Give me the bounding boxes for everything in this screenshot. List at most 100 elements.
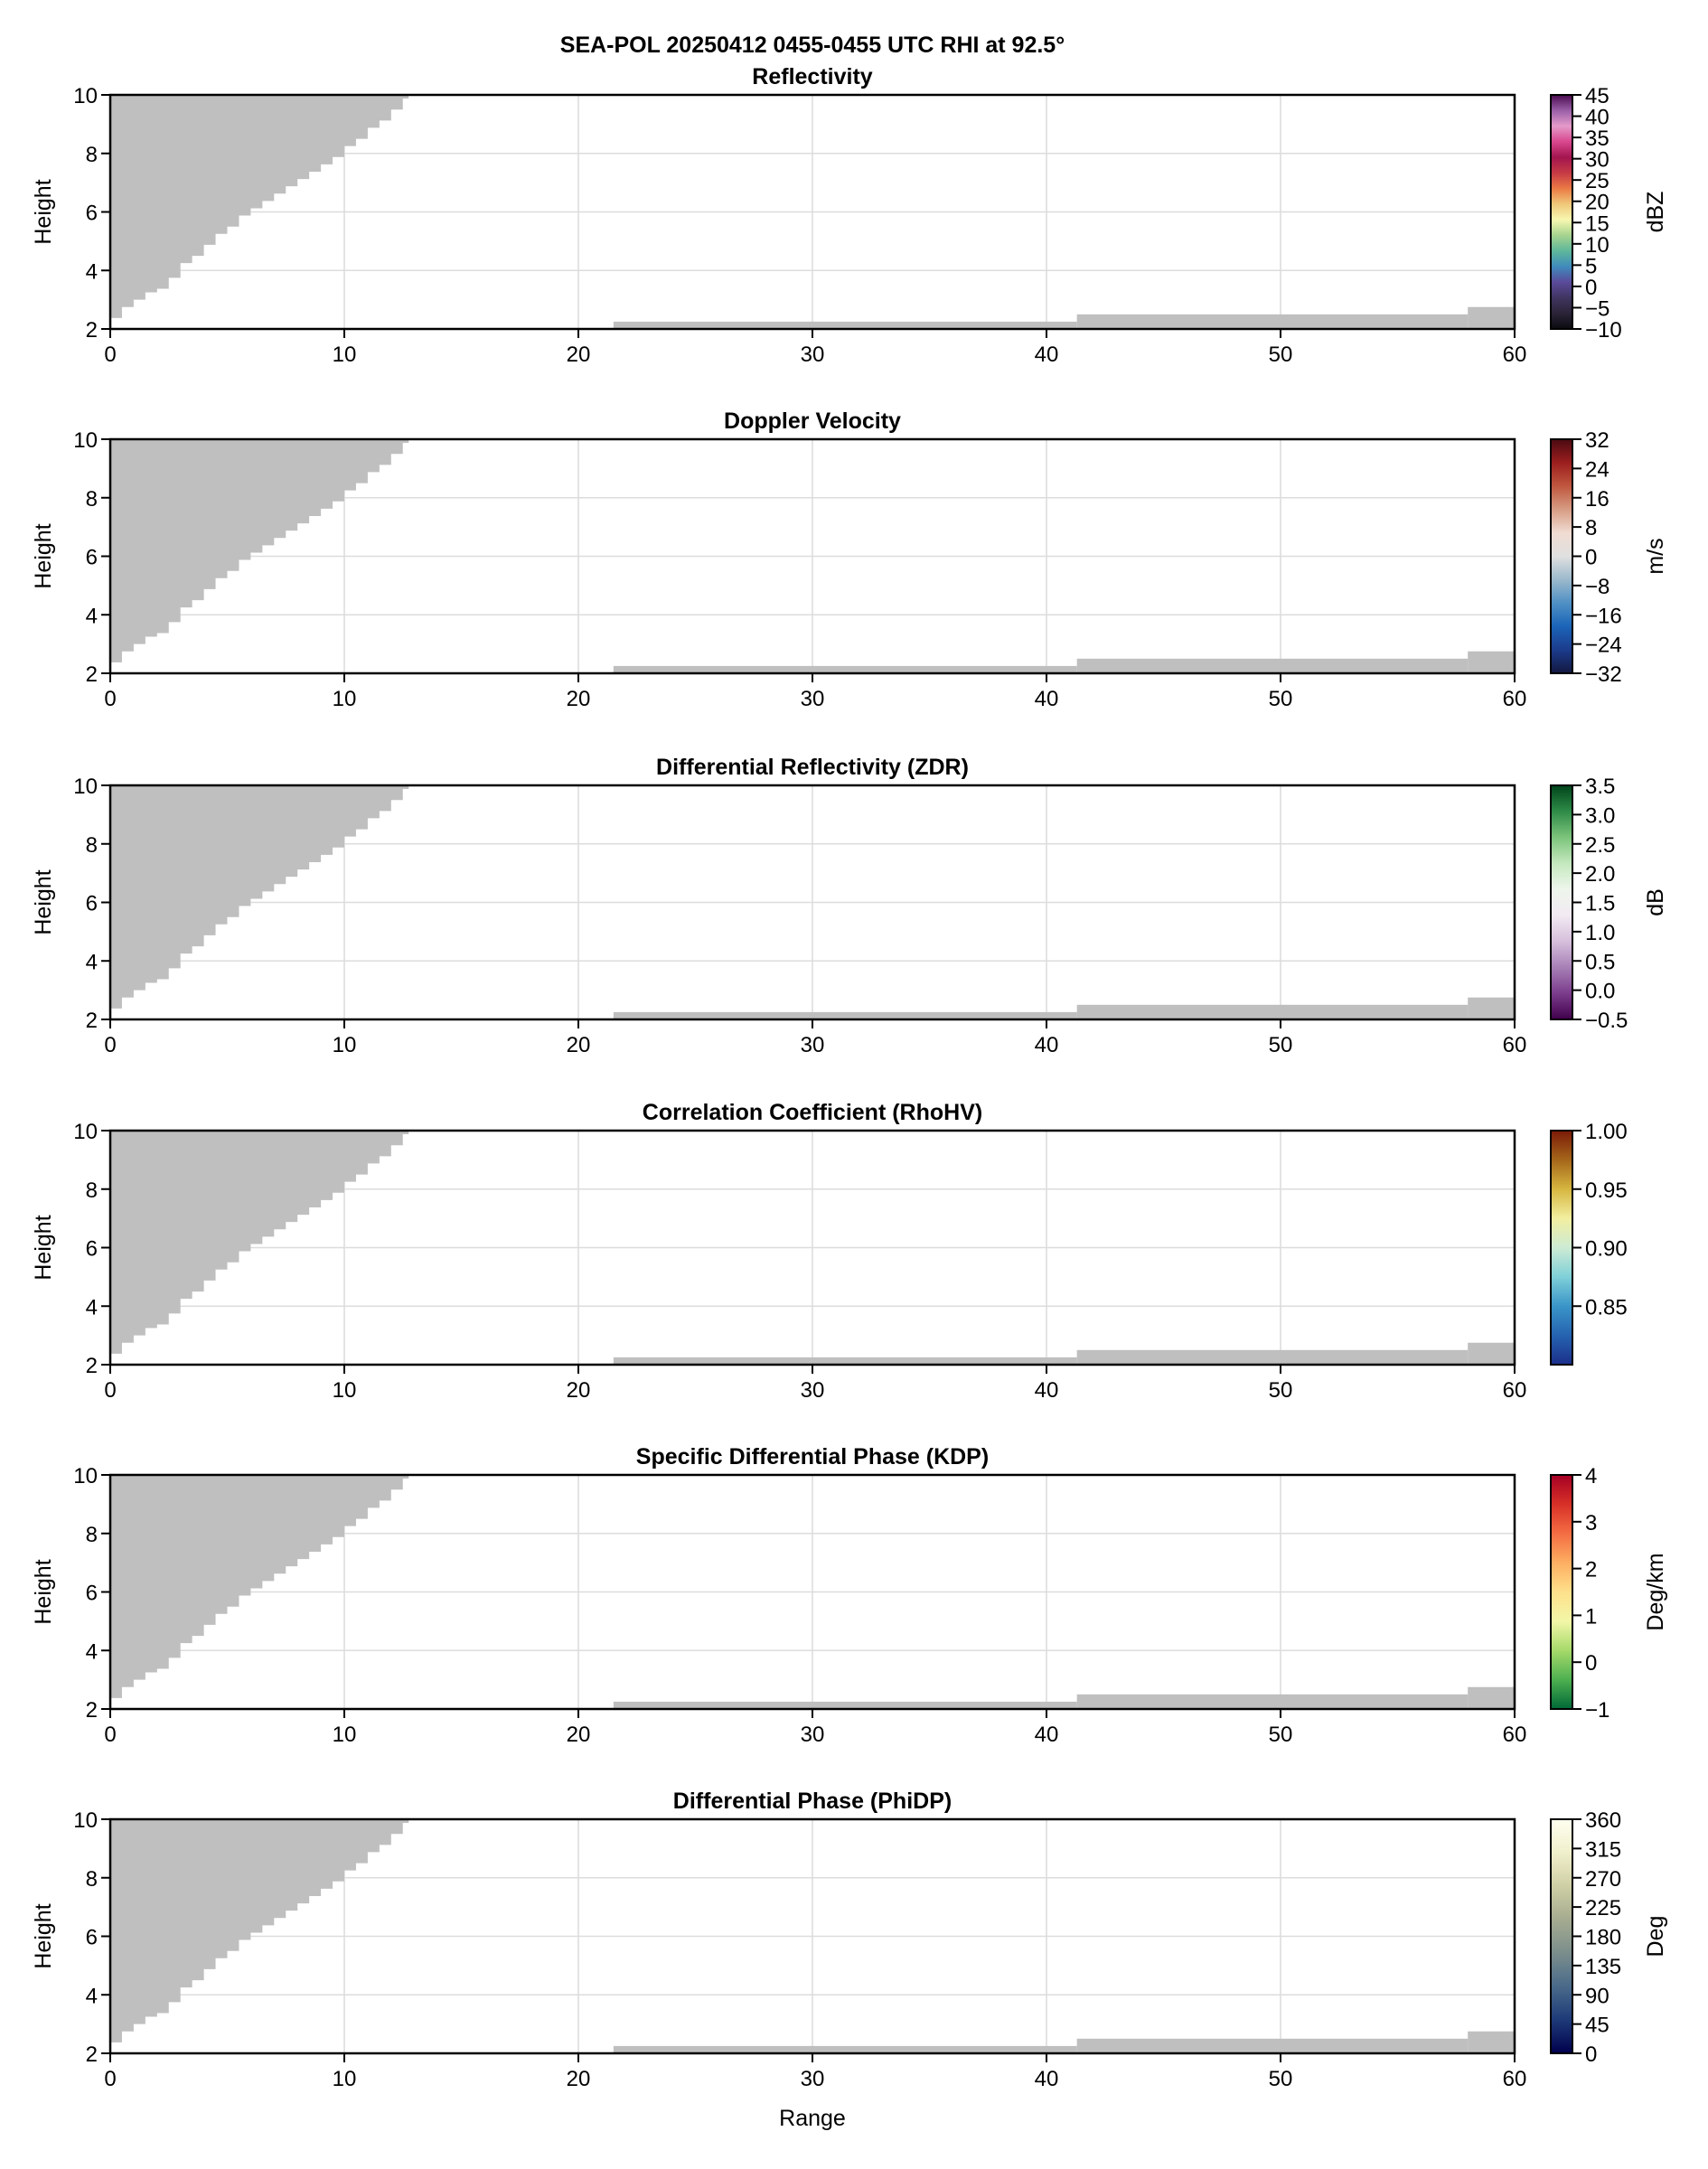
y-tick-label: 2: [86, 662, 98, 687]
y-tick-label: 2: [86, 1354, 98, 1378]
colorbar-tick-label: 40: [1585, 106, 1609, 130]
x-axis-label: Range: [779, 2106, 846, 2131]
y-tick-label: 6: [86, 1926, 98, 1950]
x-tick-label: 0: [104, 2067, 116, 2091]
colorbar-tick-label: 1.00: [1585, 1120, 1628, 1144]
y-tick-label: 6: [86, 546, 98, 570]
panel-3: Correlation Coefficient (RhoHV)0 10 20 30 40…: [31, 1100, 1628, 1403]
y-tick-label: 2: [86, 2042, 98, 2067]
upper-mask-region: [110, 1819, 409, 2042]
colorbar-tick-label: 45: [1585, 2014, 1609, 2038]
colorbar-tick-label: 0.0: [1585, 980, 1615, 1004]
colorbar-tick-label: 2: [1585, 1558, 1597, 1582]
colorbar-tick-label: 90: [1585, 1984, 1609, 2008]
x-tick-label: 50: [1269, 1723, 1293, 1747]
y-axis-label: Height: [31, 179, 56, 244]
colorbar-tick-label: −5: [1585, 296, 1609, 321]
lower-mask-block: [1076, 1694, 1469, 1709]
figure-suptitle: SEA-POL 20250412 0455-0455 UTC RHI at 92…: [560, 33, 1065, 58]
colorbar-tick-label: 270: [1585, 1867, 1621, 1892]
y-tick-label: 4: [86, 1639, 98, 1664]
colorbar-tick-label: −0.5: [1585, 1009, 1628, 1033]
colorbar-tick-label: 180: [1585, 1926, 1621, 1950]
lower-mask-block: [613, 321, 1077, 329]
x-tick-label: 20: [567, 1723, 591, 1747]
colorbar-tick-label: 20: [1585, 191, 1609, 215]
y-tick-label: 8: [86, 1523, 98, 1547]
y-axis-label: Height: [31, 1559, 56, 1624]
y-tick-label: 6: [86, 892, 98, 916]
colorbar-label: dB: [1643, 888, 1668, 916]
y-tick-label: 10: [73, 1808, 98, 1833]
y-axis-label: Height: [31, 1903, 56, 1968]
panel-5: Differential Phase (PhiDP)0 10 20 30 40 50 602…: [31, 1789, 1668, 2091]
colorbar-tick-label: −10: [1585, 318, 1622, 343]
colorbar-tick-label: 3.0: [1585, 803, 1615, 828]
upper-mask-region: [110, 439, 409, 662]
x-tick-label: 60: [1503, 2067, 1527, 2091]
colorbar-tick-label: 315: [1585, 1837, 1621, 1862]
lower-mask-block: [613, 1357, 1077, 1365]
x-tick-label: 20: [567, 1033, 591, 1057]
x-tick-label: 20: [567, 2067, 591, 2091]
x-tick-label: 10: [333, 2067, 357, 2091]
colorbar-tick-label: 360: [1585, 1808, 1621, 1833]
colorbar-tick-label: 2.0: [1585, 862, 1615, 887]
colorbar-tick-label: 0: [1585, 2042, 1597, 2067]
x-tick-label: 30: [801, 1033, 825, 1057]
x-tick-label: 40: [1035, 2067, 1059, 2091]
colorbar: [1550, 1130, 1573, 1366]
x-tick-label: 60: [1503, 1033, 1527, 1057]
lower-mask-block: [613, 1011, 1077, 1019]
x-tick-label: 10: [333, 1378, 357, 1403]
x-tick-label: 0: [104, 1378, 116, 1403]
panel-title: Differential Phase (PhiDP): [673, 1789, 952, 1814]
x-tick-label: 10: [333, 1033, 357, 1057]
x-tick-label: 40: [1035, 1378, 1059, 1403]
colorbar-tick-label: 0: [1585, 546, 1597, 570]
upper-mask-region: [110, 95, 409, 318]
colorbar: [1550, 1474, 1573, 1710]
colorbar-tick-label: 24: [1585, 457, 1609, 482]
lower-mask-block: [1076, 2038, 1469, 2053]
x-tick-label: 0: [104, 687, 116, 711]
x-tick-label: 10: [333, 1723, 357, 1747]
colorbar-tick-label: 1.5: [1585, 892, 1615, 916]
x-tick-label: 60: [1503, 1723, 1527, 1747]
colorbar-tick-label: 30: [1585, 148, 1609, 173]
colorbar-tick-label: 35: [1585, 127, 1609, 151]
x-tick-label: 20: [567, 343, 591, 367]
y-tick-label: 8: [86, 487, 98, 512]
x-tick-label: 50: [1269, 2067, 1293, 2091]
panel-4: Specific Differential Phase (KDP)0 10 20 30…: [31, 1444, 1668, 1747]
colorbar-tick-label: 1.0: [1585, 921, 1615, 945]
lower-mask-block: [613, 2045, 1077, 2053]
y-tick-label: 8: [86, 1867, 98, 1892]
colorbar-label: m/s: [1643, 538, 1668, 574]
colorbar-tick-label: 15: [1585, 211, 1609, 236]
colorbar-tick-label: 2.5: [1585, 833, 1615, 858]
y-tick-label: 4: [86, 950, 98, 974]
y-tick-label: 10: [73, 84, 98, 108]
x-tick-label: 60: [1503, 687, 1527, 711]
lower-mask-block: [1076, 658, 1469, 673]
colorbar-tick-label: 32: [1585, 428, 1609, 453]
colorbar-label: Deg/km: [1643, 1553, 1668, 1630]
colorbar-tick-label: −8: [1585, 575, 1609, 599]
panel-title: Differential Reflectivity (ZDR): [656, 755, 969, 780]
lower-mask-block: [1468, 651, 1515, 673]
x-tick-label: 30: [801, 687, 825, 711]
lower-mask-block: [1076, 1349, 1469, 1365]
y-tick-label: 4: [86, 259, 98, 284]
colorbar-tick-label: 0.95: [1585, 1178, 1628, 1203]
y-tick-label: 6: [86, 1237, 98, 1262]
y-tick-label: 8: [86, 1178, 98, 1203]
lower-mask-block: [1468, 1686, 1515, 1709]
y-axis-label: Height: [31, 523, 56, 588]
colorbar-tick-label: −16: [1585, 604, 1622, 628]
y-tick-label: 10: [73, 1464, 98, 1488]
x-tick-label: 30: [801, 1378, 825, 1403]
lower-mask-block: [1468, 1342, 1515, 1365]
panel-title: Reflectivity: [752, 64, 872, 89]
